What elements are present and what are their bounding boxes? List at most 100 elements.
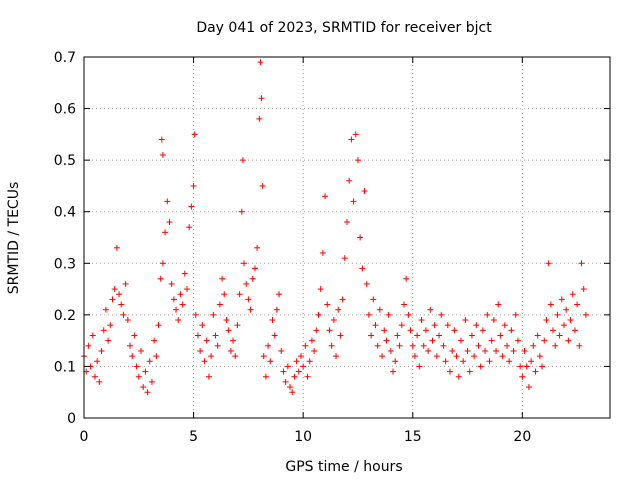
data-point	[422, 327, 429, 334]
data-point	[105, 337, 112, 344]
data-point	[280, 368, 287, 375]
data-point	[219, 275, 226, 282]
data-point	[462, 317, 469, 324]
data-point	[440, 342, 447, 349]
data-point	[129, 353, 136, 360]
data-point	[227, 347, 234, 354]
data-point	[168, 280, 175, 287]
data-point	[514, 337, 521, 344]
data-point	[372, 322, 379, 329]
data-point	[337, 332, 344, 339]
data-point	[521, 347, 528, 354]
data-point	[203, 337, 210, 344]
data-point	[493, 347, 500, 354]
data-point	[403, 275, 410, 282]
data-point	[257, 59, 264, 66]
data-point	[365, 311, 372, 318]
x-tick-label: 15	[404, 429, 422, 445]
data-point	[113, 244, 120, 251]
data-point	[260, 353, 267, 360]
x-tick-label: 20	[513, 429, 531, 445]
data-point	[313, 327, 320, 334]
data-point	[348, 136, 355, 143]
data-point	[479, 327, 486, 334]
data-point	[506, 358, 513, 365]
data-point	[317, 286, 324, 293]
data-point	[153, 353, 160, 360]
data-point	[374, 342, 381, 349]
data-point	[350, 198, 357, 205]
data-point	[352, 131, 359, 138]
y-tick-label: 0.3	[54, 256, 76, 272]
data-point	[265, 342, 272, 349]
data-point	[221, 291, 228, 298]
data-point	[486, 358, 493, 365]
data-point	[519, 373, 526, 380]
data-point	[431, 322, 438, 329]
data-point	[315, 311, 322, 318]
data-point	[232, 353, 239, 360]
axes: 0 0.1 0.2 0.3 0.4 0.5 0.6 0.7 0 5 10 15 20	[54, 50, 610, 445]
data-point	[324, 301, 331, 308]
data-point	[512, 311, 519, 318]
data-point	[100, 327, 107, 334]
data-point	[499, 353, 506, 360]
data-point	[558, 296, 565, 303]
y-tick-label: 0.5	[54, 153, 76, 169]
data-point	[284, 363, 291, 370]
data-point	[346, 177, 353, 184]
data-point	[173, 306, 180, 313]
data-point	[574, 301, 581, 308]
data-point	[249, 275, 256, 282]
data-point	[159, 260, 166, 267]
x-tick-label: 5	[189, 429, 198, 445]
data-point	[495, 301, 502, 308]
data-point	[273, 306, 280, 313]
data-point	[184, 286, 191, 293]
data-point	[302, 342, 309, 349]
data-point	[258, 95, 265, 102]
data-point	[311, 347, 318, 354]
data-point	[245, 296, 252, 303]
y-tick-label: 0.7	[54, 50, 76, 66]
data-point	[155, 322, 162, 329]
data-point	[262, 373, 269, 380]
data-point	[576, 342, 583, 349]
data-point	[523, 363, 530, 370]
data-point	[407, 327, 414, 334]
data-point	[580, 286, 587, 293]
data-point	[567, 317, 574, 324]
chart-title: Day 041 of 2023, SRMTID for receiver bjc…	[196, 20, 492, 36]
data-point	[333, 353, 340, 360]
data-point	[94, 358, 101, 365]
data-point	[409, 342, 416, 349]
data-point	[85, 342, 92, 349]
data-point	[109, 296, 116, 303]
data-point	[385, 311, 392, 318]
data-point	[482, 347, 489, 354]
data-point	[278, 347, 285, 354]
data-point	[484, 311, 491, 318]
data-point	[199, 322, 206, 329]
data-point	[497, 332, 504, 339]
data-points	[81, 59, 589, 396]
data-point	[438, 311, 445, 318]
data-point	[214, 342, 221, 349]
data-point	[330, 317, 337, 324]
data-point	[344, 219, 350, 226]
data-point	[259, 182, 266, 189]
data-point	[116, 291, 123, 298]
data-point	[267, 358, 274, 365]
data-point	[210, 311, 217, 318]
data-point	[151, 337, 158, 344]
data-point	[361, 188, 368, 195]
data-point	[96, 378, 103, 385]
data-point	[488, 337, 495, 344]
data-point	[328, 342, 335, 349]
data-point	[554, 311, 561, 318]
data-point	[240, 260, 247, 267]
data-point	[148, 378, 155, 385]
data-point	[396, 342, 403, 349]
data-point	[142, 368, 149, 375]
